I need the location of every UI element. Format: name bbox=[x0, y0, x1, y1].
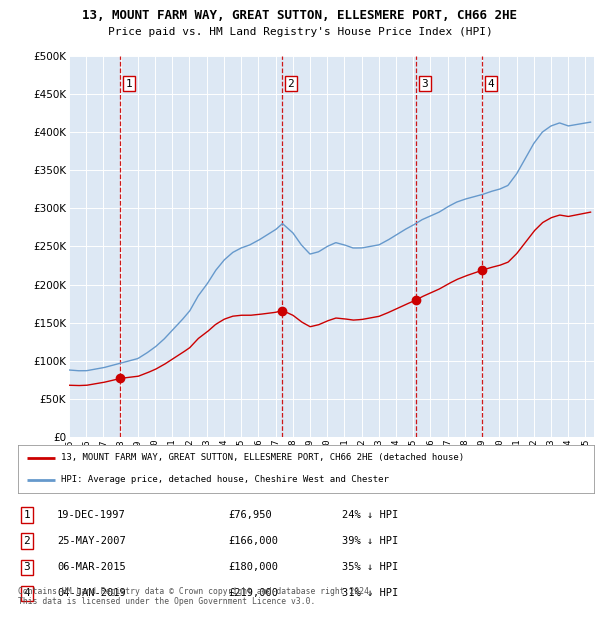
Text: £76,950: £76,950 bbox=[228, 510, 272, 520]
Text: Price paid vs. HM Land Registry's House Price Index (HPI): Price paid vs. HM Land Registry's House … bbox=[107, 27, 493, 37]
Text: 35% ↓ HPI: 35% ↓ HPI bbox=[342, 562, 398, 572]
Text: 31% ↓ HPI: 31% ↓ HPI bbox=[342, 588, 398, 598]
Text: 06-MAR-2015: 06-MAR-2015 bbox=[57, 562, 126, 572]
Text: 1: 1 bbox=[23, 510, 31, 520]
Text: 13, MOUNT FARM WAY, GREAT SUTTON, ELLESMERE PORT, CH66 2HE (detached house): 13, MOUNT FARM WAY, GREAT SUTTON, ELLESM… bbox=[61, 453, 464, 462]
Text: 4: 4 bbox=[23, 588, 31, 598]
Text: 04-JAN-2019: 04-JAN-2019 bbox=[57, 588, 126, 598]
Text: 4: 4 bbox=[487, 79, 494, 89]
Text: 3: 3 bbox=[23, 562, 31, 572]
Text: 3: 3 bbox=[422, 79, 428, 89]
Text: 2: 2 bbox=[23, 536, 31, 546]
Text: 39% ↓ HPI: 39% ↓ HPI bbox=[342, 536, 398, 546]
Text: £166,000: £166,000 bbox=[228, 536, 278, 546]
Text: 24% ↓ HPI: 24% ↓ HPI bbox=[342, 510, 398, 520]
Text: £180,000: £180,000 bbox=[228, 562, 278, 572]
Text: Contains HM Land Registry data © Crown copyright and database right 2024.
This d: Contains HM Land Registry data © Crown c… bbox=[18, 587, 374, 606]
Text: 19-DEC-1997: 19-DEC-1997 bbox=[57, 510, 126, 520]
Text: HPI: Average price, detached house, Cheshire West and Chester: HPI: Average price, detached house, Ches… bbox=[61, 476, 389, 484]
Text: 25-MAY-2007: 25-MAY-2007 bbox=[57, 536, 126, 546]
Text: 13, MOUNT FARM WAY, GREAT SUTTON, ELLESMERE PORT, CH66 2HE: 13, MOUNT FARM WAY, GREAT SUTTON, ELLESM… bbox=[83, 9, 517, 22]
Text: 1: 1 bbox=[125, 79, 132, 89]
Text: 2: 2 bbox=[287, 79, 295, 89]
Text: £219,000: £219,000 bbox=[228, 588, 278, 598]
